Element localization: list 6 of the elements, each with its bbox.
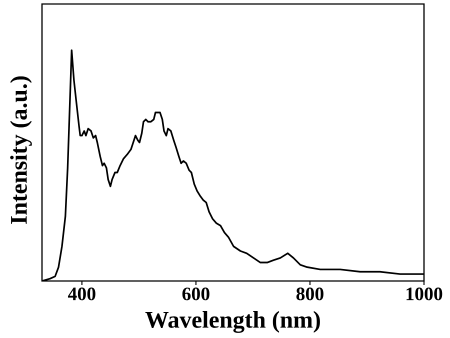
x-tick-label: 1000 — [406, 288, 442, 300]
x-tick-label: 600 — [182, 288, 210, 300]
x-tick-label: 800 — [296, 288, 324, 300]
y-axis-title: Intensity (a.u.) — [10, 76, 32, 224]
x-tick-label: 400 — [68, 288, 96, 300]
x-axis-title: Wavelength (nm) — [145, 311, 320, 333]
